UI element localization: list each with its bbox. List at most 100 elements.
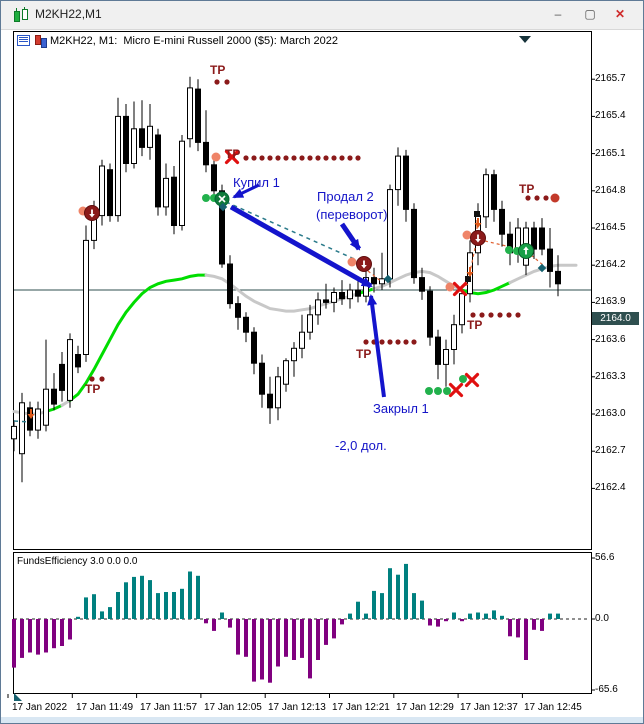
tp-dot	[395, 339, 401, 345]
tp-dot	[259, 155, 265, 161]
indicator-axis-label: -65.6	[595, 684, 618, 695]
candle-body	[331, 292, 337, 303]
candle-body	[115, 115, 121, 217]
candle-body	[139, 128, 145, 148]
sell-deal-icon[interactable]	[356, 256, 372, 272]
pane-grip-icon[interactable]	[14, 693, 22, 701]
candle-body	[179, 140, 185, 226]
trade-arrow[interactable]	[229, 204, 373, 289]
candle-body	[107, 169, 113, 217]
minimize-button[interactable]: –	[554, 7, 562, 21]
indicator-bar	[156, 593, 160, 619]
tp-dot	[347, 155, 353, 161]
annotation-sell-text-line2[interactable]: (переворот)	[316, 207, 388, 222]
indicator-bar	[396, 574, 400, 619]
candle-body	[315, 299, 321, 316]
quotes-list-icon[interactable]	[17, 35, 30, 46]
indicator-bar	[452, 612, 456, 619]
candle-body	[395, 155, 401, 191]
indicator-bar	[508, 619, 512, 637]
deal-shadow-dot	[211, 152, 221, 162]
buy-dot	[434, 387, 442, 395]
close-button[interactable]: ✕	[614, 7, 626, 21]
chart-canvas[interactable]	[1, 30, 644, 724]
indicator-bar	[500, 615, 504, 619]
trade-arrow[interactable]	[339, 222, 362, 251]
candle-body	[27, 407, 33, 431]
indicator-bar	[236, 619, 240, 655]
tp-label[interactable]: TP	[519, 182, 535, 196]
maximize-button[interactable]: ▢	[584, 7, 596, 21]
indicator-bar	[268, 619, 272, 683]
candle-body	[147, 125, 153, 148]
time-axis-label: 17 Jan 12:21	[332, 702, 390, 713]
tp-dot	[315, 155, 321, 161]
candle-body	[387, 189, 393, 280]
candle-body	[171, 176, 177, 226]
indicator-bar	[484, 613, 488, 619]
chart-mode-icon[interactable]	[34, 35, 47, 48]
indicator-bar	[52, 619, 56, 649]
candle-body	[435, 336, 441, 365]
indicator-bar	[44, 619, 48, 653]
trade-arrow[interactable]	[232, 183, 260, 199]
indicator-bar	[380, 593, 384, 619]
annotation-close-text[interactable]: Закрыл 1	[373, 401, 429, 416]
indicator-bar	[116, 592, 120, 619]
candle-body	[275, 376, 281, 409]
trade-arrow[interactable]	[367, 294, 386, 398]
indicator-bar	[212, 619, 216, 631]
tp-label[interactable]: TP	[225, 147, 241, 161]
indicator-bar	[412, 593, 416, 619]
candle-body	[235, 303, 241, 318]
tp-label[interactable]: TP	[467, 318, 483, 332]
tp-label[interactable]: TP	[85, 382, 101, 396]
chart-shift-triangle-icon[interactable]	[519, 36, 531, 43]
indicator-bar	[124, 582, 128, 619]
price-pointer-diamond	[218, 202, 228, 212]
ma-line-segment	[68, 273, 208, 402]
candle-body	[195, 88, 201, 143]
time-axis-label: 17 Jan 12:37	[460, 702, 518, 713]
tp-label[interactable]: TP	[356, 347, 372, 361]
time-axis-label: 17 Jan 11:49	[76, 702, 134, 713]
sell-deal-icon[interactable]	[470, 230, 486, 246]
tp-dot	[283, 155, 289, 161]
buy-dot	[425, 387, 433, 395]
indicator-title[interactable]: FundsEfficiency 3.0 0.0 0.0	[17, 556, 138, 567]
annotation-pnl-text[interactable]: -2,0 дол.	[335, 438, 387, 453]
indicator-bar	[92, 594, 96, 619]
orange-dashed-connector	[367, 270, 383, 283]
tp-dot	[515, 312, 521, 318]
candle-body	[211, 164, 217, 192]
indicator-bar	[324, 619, 328, 645]
candle-body	[419, 277, 425, 292]
candle-body	[555, 270, 561, 285]
indicator-bar	[60, 619, 64, 646]
price-axis-label: 2162.7	[595, 445, 626, 457]
buy-deal-icon[interactable]	[518, 243, 534, 259]
tp-label[interactable]: TP	[210, 63, 226, 77]
candle-body	[83, 239, 89, 355]
price-axis-label: 2165.1	[595, 147, 626, 159]
candle-body	[403, 155, 409, 210]
tp-dot	[299, 155, 305, 161]
candle-body	[443, 349, 449, 365]
candle-body	[123, 115, 129, 164]
candle-body	[35, 408, 41, 431]
tp-big-dot	[550, 193, 560, 203]
buy-dot	[202, 194, 210, 202]
tp-dot	[525, 195, 531, 201]
indicator-bar	[548, 613, 552, 619]
annotation-buy-text[interactable]: Купил 1	[233, 175, 280, 190]
tp-dot	[89, 376, 95, 382]
window-titlebar[interactable]: M2KH22,M1 – ▢ ✕	[1, 1, 643, 30]
indicator-bar	[188, 571, 192, 619]
sell-deal-icon[interactable]	[84, 205, 100, 221]
candle-body	[339, 292, 345, 300]
indicator-bar	[132, 576, 136, 619]
tp-dot	[363, 339, 369, 345]
annotation-sell-text-line1[interactable]: Продал 2	[317, 189, 374, 204]
indicator-bar	[356, 601, 360, 619]
tp-dot	[331, 155, 337, 161]
